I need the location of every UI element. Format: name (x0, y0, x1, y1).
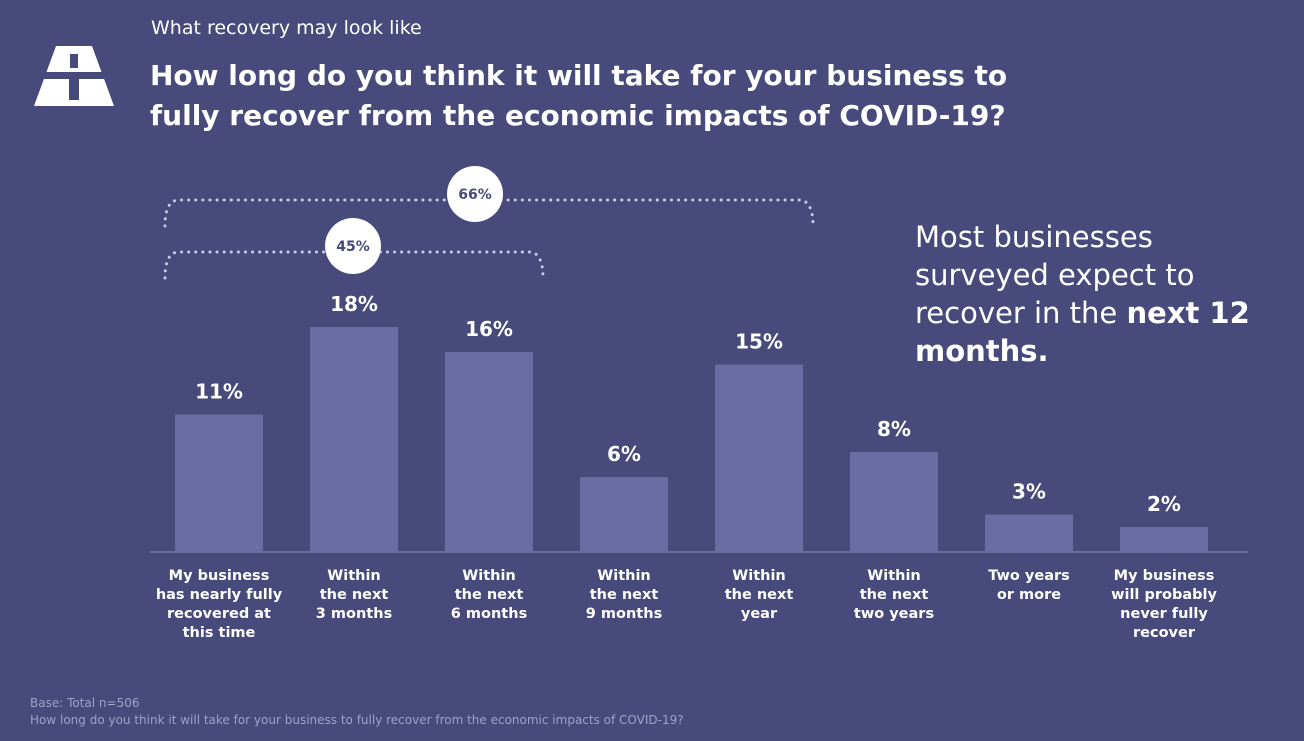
data-label-4: 15% (735, 330, 783, 354)
data-label-2: 16% (465, 317, 513, 341)
category-label-2: Within the next 6 months (451, 568, 527, 622)
bracket-badge-label-0: 45% (336, 239, 370, 255)
bracket-badge-label-1: 66% (458, 187, 492, 203)
category-label-7: My business will probably never fully recov… (1111, 568, 1217, 641)
category-label-line: the next (320, 587, 389, 603)
category-label-line: recovered at (167, 606, 271, 622)
callout-text: Most businesses surveyed expect to recov… (915, 218, 1275, 370)
category-label-line: Within (597, 568, 651, 584)
category-label-line: Two years (988, 568, 1070, 584)
bar-6 (985, 514, 1073, 552)
callout-bold: next 12 months. (915, 296, 1250, 368)
category-label-line: 3 months (316, 606, 392, 622)
bracket-badge-0 (325, 218, 381, 274)
category-label-1: Within the next 3 months (316, 568, 392, 622)
category-label-line: My business (1114, 568, 1215, 584)
category-label-line: year (741, 606, 778, 622)
category-label-4: Within the next year (725, 568, 794, 622)
category-label-line: this time (183, 625, 256, 641)
data-label-3: 6% (607, 442, 641, 466)
bar-0 (175, 414, 263, 552)
category-label-line: Within (867, 568, 921, 584)
bar-5 (850, 452, 938, 552)
bar-4 (715, 364, 803, 552)
bracket-0 (163, 250, 545, 280)
data-label-0: 11% (195, 380, 243, 404)
category-label-line: My business (169, 568, 270, 584)
category-label-line: never fully (1120, 606, 1208, 622)
category-label-line: the next (590, 587, 659, 603)
bracket-badge-1 (447, 166, 503, 222)
category-label-line: 6 months (451, 606, 527, 622)
category-label-line: Within (327, 568, 381, 584)
data-label-7: 2% (1147, 492, 1181, 516)
category-label-line: Within (462, 568, 516, 584)
category-label-line: two years (854, 606, 934, 622)
category-label-line: the next (725, 587, 794, 603)
category-label-line: the next (860, 587, 929, 603)
category-label-3: Within the next 9 months (586, 568, 662, 622)
bracket-1 (163, 198, 815, 228)
category-label-6: Two years or more (988, 568, 1070, 603)
category-label-line: has nearly fully (156, 587, 283, 603)
category-label-5: Within the next two years (854, 568, 934, 622)
chart-title: How long do you think it will take for y… (150, 59, 1008, 132)
data-label-5: 8% (877, 417, 911, 441)
category-label-line: Within (732, 568, 786, 584)
footnote-question: How long do you think it will take for y… (30, 713, 684, 727)
category-label-line: or more (997, 587, 1061, 603)
footnote-base: Base: Total n=506 (30, 696, 140, 710)
bar-7 (1120, 527, 1208, 552)
category-label-line: the next (455, 587, 524, 603)
category-label-line: recover (1133, 625, 1196, 641)
data-label-1: 18% (330, 292, 378, 316)
category-label-0: My business has nearly fully recovered at t… (156, 568, 283, 641)
bar-1 (310, 327, 398, 552)
callout-regular: Most businesses surveyed expect to recov… (915, 220, 1195, 330)
category-label-line: 9 months (586, 606, 662, 622)
bar-2 (445, 352, 533, 552)
bar-3 (580, 477, 668, 552)
kicker-text: What recovery may look like (151, 17, 422, 39)
category-label-line: will probably (1111, 587, 1217, 603)
road-icon (34, 46, 114, 106)
data-label-6: 3% (1012, 480, 1046, 504)
